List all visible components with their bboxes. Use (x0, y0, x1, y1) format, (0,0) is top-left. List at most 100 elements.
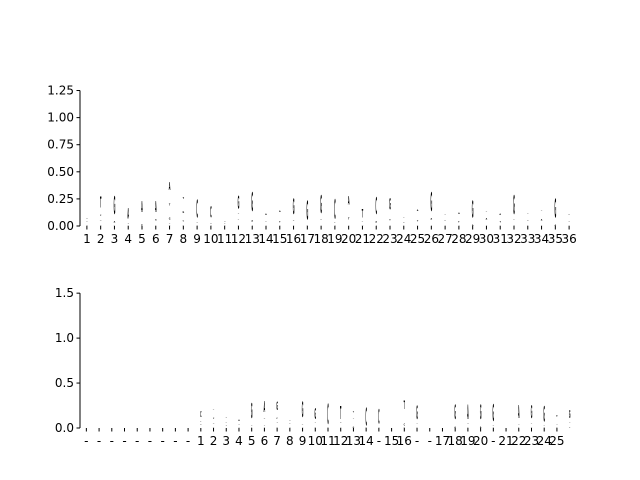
svg-text:A: A (264, 399, 266, 416)
x-tick-label: - (186, 434, 190, 448)
sequence-logo-bottom: 0.00.51.01.5- - - - - - - - -1 2 3 4 5 6 7 8 9 1011121314… (55, 286, 572, 448)
svg-text:T: T (348, 217, 350, 220)
svg-text:T: T (226, 426, 227, 427)
x-tick-label: 17 (300, 232, 315, 246)
svg-text:A: A (375, 222, 377, 224)
logo-letter-G: G (569, 408, 571, 421)
x-tick-label: 32 (506, 232, 521, 246)
x-tick-label: - (491, 434, 495, 448)
x-tick-label: 29 (465, 232, 480, 246)
svg-text:T: T (353, 412, 355, 414)
logo-letter-C: C (302, 428, 303, 429)
logo-letter-G: G (389, 194, 391, 214)
x-tick-label: - (415, 434, 419, 448)
svg-text:G: G (362, 226, 365, 227)
logo-letter-A: A (238, 420, 240, 422)
logo-letter-A: A (238, 225, 241, 226)
svg-text:A: A (315, 427, 318, 428)
svg-text:A: A (417, 210, 419, 212)
x-tick-label: 9 (193, 232, 201, 246)
svg-text:A: A (302, 424, 304, 425)
logo-letter-G: G (200, 424, 203, 425)
logo-letter-C: C (141, 224, 143, 227)
svg-text:T: T (251, 428, 252, 429)
logo-letter-G: G (430, 188, 432, 218)
y-tick-label: 1.00 (47, 111, 74, 125)
svg-text:G: G (100, 220, 103, 221)
logo-letter-C: C (569, 422, 570, 423)
svg-text:A: A (265, 214, 267, 216)
svg-text:T: T (499, 222, 501, 223)
svg-text:G: G (320, 192, 322, 220)
y-tick-label: 1.5 (55, 286, 74, 300)
x-tick-label: 4 (235, 434, 243, 448)
logo-letter-T: T (276, 422, 277, 423)
logo-letter-G: G (293, 194, 295, 219)
x-tick-label: 33 (520, 232, 535, 246)
logo-letter-G: G (493, 400, 495, 427)
x-tick-label: 19 (327, 232, 342, 246)
svg-text:G: G (251, 400, 253, 424)
x-tick-label: 23 (524, 434, 539, 448)
x-tick-label: 8 (286, 434, 294, 448)
svg-text:T: T (467, 427, 468, 428)
logo-letter-T: T (293, 225, 296, 226)
logo-letter-T: T (127, 223, 130, 224)
x-tick-label: 16 (397, 434, 412, 448)
svg-text:G: G (293, 194, 295, 219)
logo-letter-C: C (315, 422, 316, 423)
svg-text:T: T (444, 225, 447, 226)
svg-text:A: A (238, 225, 241, 226)
svg-text:T: T (200, 421, 201, 422)
x-tick-label: 12 (231, 232, 246, 246)
svg-text:G: G (302, 397, 304, 422)
logo-letter-C: C (238, 219, 241, 220)
x-tick-label: - (428, 434, 432, 448)
svg-text:A: A (183, 226, 186, 227)
logo-letter-T: T (340, 402, 341, 423)
logo-letter-C: C (279, 226, 282, 227)
logo-letter-G: G (264, 418, 266, 419)
svg-text:T: T (276, 422, 277, 423)
svg-text:A: A (531, 427, 534, 428)
svg-text:T: T (518, 428, 519, 429)
svg-text:C: C (340, 427, 341, 428)
logo-letter-C: C (493, 428, 494, 429)
svg-text:A: A (541, 220, 543, 222)
logo-letter-A: A (518, 401, 520, 422)
logo-letter-T: T (527, 225, 530, 226)
svg-text:A: A (543, 428, 546, 429)
svg-text:A: A (155, 198, 157, 216)
svg-text:G: G (306, 197, 308, 227)
svg-text:C: C (315, 422, 316, 423)
x-tick-label: 7 (273, 434, 281, 448)
svg-text:C: C (493, 428, 494, 429)
svg-text:C: C (334, 194, 336, 225)
logo-letter-C: C (86, 221, 89, 222)
x-tick-label: 2 (97, 232, 105, 246)
logo-letter-G: G (251, 188, 253, 218)
x-tick-label: - (122, 434, 126, 448)
svg-text:C: C (389, 225, 392, 226)
x-tick-label: 35 (548, 232, 563, 246)
svg-text:C: C (279, 226, 282, 227)
logo-letter-C: C (213, 418, 215, 420)
svg-text:C: C (327, 398, 328, 430)
x-tick-label: - (148, 434, 152, 448)
svg-text:G: G (213, 423, 216, 424)
x-tick-label: 26 (424, 232, 439, 246)
x-tick-label: 20 (473, 434, 488, 448)
logo-letter-A: A (472, 225, 474, 227)
x-tick-label: - (84, 434, 88, 448)
logo-letter-A: A (276, 427, 279, 428)
svg-text:C: C (568, 226, 571, 227)
logo-letter-A: A (480, 427, 482, 429)
svg-text:C: C (527, 214, 530, 215)
svg-text:T: T (389, 220, 391, 222)
logo-letter-A: A (289, 427, 292, 428)
logo-letter-T: T (444, 225, 447, 226)
svg-text:G: G (389, 194, 391, 214)
logo-letter-G: G (196, 226, 199, 227)
svg-text:T: T (264, 428, 265, 429)
logo-letter-G: G (306, 197, 308, 227)
